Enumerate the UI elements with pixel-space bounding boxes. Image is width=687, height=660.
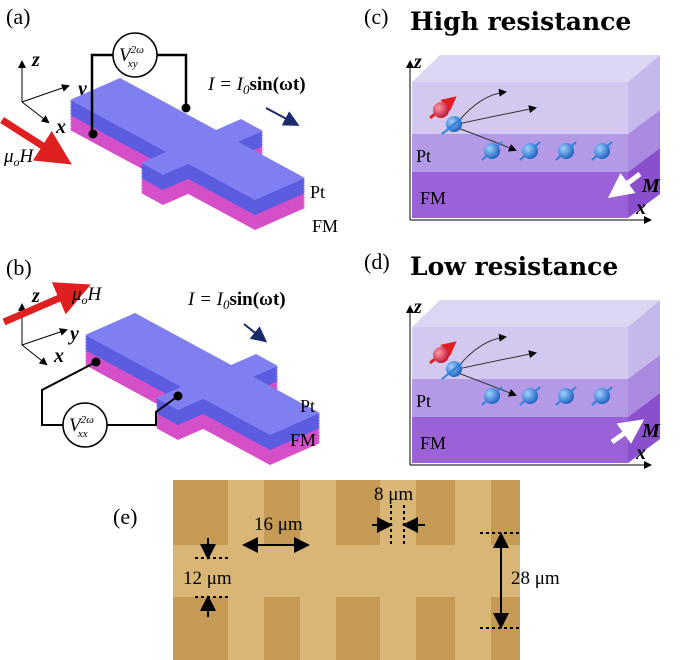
panel-label: (d) — [364, 249, 390, 274]
electron — [484, 143, 500, 159]
dimension-label: 12 μm — [183, 568, 232, 589]
contact — [92, 358, 101, 367]
contact — [174, 392, 183, 401]
layer-label: FM — [420, 188, 446, 208]
layer-label: FM — [420, 433, 446, 453]
magnetization-label: M — [641, 420, 661, 442]
electron — [484, 388, 500, 404]
panel-label: (b) — [6, 255, 32, 280]
device — [85, 313, 320, 465]
layer-label: Pt — [416, 391, 431, 411]
panel-title: High resistance — [410, 7, 631, 36]
axis-z: z — [413, 296, 422, 318]
panel-label: (c) — [364, 4, 388, 29]
contact — [89, 130, 98, 139]
axis-z: z — [31, 49, 40, 71]
axis-x: x — [53, 345, 64, 367]
panel-label: (a) — [6, 4, 30, 29]
slab-top — [412, 55, 660, 82]
layer-label: FM — [312, 216, 338, 236]
layer-label: Pt — [310, 182, 325, 202]
wire — [157, 55, 186, 108]
slab-top — [412, 300, 660, 327]
dimension-label: 8 μm — [374, 484, 413, 505]
panel-title: Low resistance — [410, 252, 618, 281]
electron — [594, 388, 610, 404]
axis-x: x — [635, 197, 646, 219]
layer-label: Pt — [300, 396, 315, 416]
axis-x: x — [55, 116, 66, 138]
panel-c: (c) High resistance z x Pt FM M — [364, 4, 661, 220]
contact — [182, 104, 191, 113]
axes — [22, 62, 68, 122]
electron — [433, 347, 449, 363]
electron — [522, 388, 538, 404]
field-arrow — [4, 290, 78, 322]
axis-x: x — [635, 442, 646, 464]
layer-label: Pt — [416, 146, 431, 166]
panel-label: (e) — [113, 504, 137, 529]
axis-y: y — [68, 323, 79, 345]
device — [70, 78, 305, 230]
layer-label: FM — [290, 430, 316, 450]
current-label: I = I0sin(ωt) — [187, 289, 286, 312]
field-label: μoH — [3, 146, 35, 169]
dimension-label: 16 μm — [254, 514, 303, 535]
electron — [594, 143, 610, 159]
field-label: μoH — [71, 284, 103, 307]
magnetization-label: M — [641, 175, 661, 197]
panel-e: (e) 8 μm 16 μm 12 μm 28 μm — [113, 480, 560, 660]
current-arrow — [266, 108, 296, 124]
panel-d: (d) Low resistance z x Pt FM M — [364, 249, 661, 465]
axis-z: z — [413, 51, 422, 73]
current-label: I = I0sin(ωt) — [207, 74, 306, 97]
dimension-label: 28 μm — [511, 568, 560, 589]
electron — [558, 388, 574, 404]
electron — [433, 102, 449, 118]
current-arrow — [244, 324, 264, 340]
figure: (a) z y x μoH V2ωxy I = I0sin(ωt) Pt FM … — [0, 0, 687, 660]
electron — [522, 143, 538, 159]
electron — [558, 143, 574, 159]
